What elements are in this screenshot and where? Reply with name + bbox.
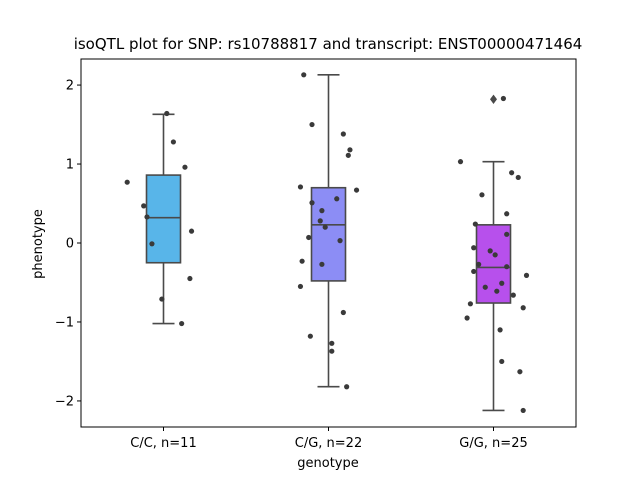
box-group-2 — [310, 73, 347, 388]
data-point — [499, 358, 505, 365]
data-point — [187, 275, 193, 282]
data-point — [337, 238, 343, 244]
data-point — [124, 179, 130, 185]
data-point — [497, 327, 503, 333]
data-point — [344, 384, 350, 390]
x-tick-label: G/G, n=25 — [459, 436, 527, 451]
data-point — [329, 348, 335, 354]
data-point — [329, 340, 335, 346]
strip-points-3 — [457, 95, 530, 414]
strip-points-2 — [297, 72, 360, 390]
data-point — [515, 174, 521, 181]
data-point — [499, 280, 505, 286]
data-point — [309, 200, 315, 206]
data-point — [476, 261, 482, 267]
data-point — [482, 284, 488, 290]
data-point — [472, 221, 478, 227]
data-point — [322, 224, 328, 230]
data-point — [353, 187, 360, 193]
data-point — [523, 272, 530, 278]
data-point — [504, 231, 510, 237]
data-point — [510, 292, 516, 298]
y-axis-label: phenotype — [31, 209, 46, 279]
data-point — [188, 228, 195, 234]
data-point — [467, 301, 473, 307]
x-tick-label: C/C, n=11 — [130, 436, 196, 451]
data-point — [170, 139, 176, 145]
data-point — [520, 407, 526, 414]
data-point — [520, 305, 526, 311]
data-point — [182, 164, 188, 170]
data-point — [500, 95, 506, 102]
data-point — [340, 309, 346, 316]
outlier-marker — [490, 94, 497, 104]
data-point — [144, 214, 150, 220]
data-point — [149, 241, 155, 247]
data-point — [319, 261, 325, 267]
y-tick-label: 2 — [66, 79, 74, 94]
axes: −2 −1 0 1 2 C/C, n=11 C/G, n=22 G/G, n=25 — [55, 58, 577, 451]
x-axis-label: genotype — [297, 456, 358, 471]
data-point — [504, 211, 510, 217]
y-tick-label: −2 — [55, 394, 74, 409]
data-point — [307, 333, 313, 339]
data-point — [297, 184, 304, 190]
y-tick-label: 0 — [66, 237, 74, 252]
x-tick-label: C/G, n=22 — [295, 436, 362, 451]
data-point — [297, 283, 304, 290]
plot-area — [124, 72, 530, 414]
data-point — [457, 159, 464, 165]
iqr-box — [310, 186, 347, 282]
data-point — [317, 218, 323, 224]
data-point — [504, 264, 510, 270]
data-point — [301, 72, 307, 78]
iqr-box — [145, 174, 182, 264]
data-point — [141, 203, 147, 209]
y-tick-label: −1 — [55, 315, 74, 330]
data-point — [340, 131, 346, 137]
data-point — [334, 196, 340, 202]
data-point — [517, 369, 523, 375]
data-point — [164, 110, 170, 117]
data-point — [464, 315, 470, 321]
data-point — [299, 258, 305, 264]
data-point — [159, 296, 165, 302]
strip-points-1 — [124, 110, 195, 327]
data-point — [347, 147, 353, 153]
data-point — [306, 234, 312, 241]
data-point — [509, 170, 515, 176]
data-point — [471, 245, 477, 251]
data-point — [179, 320, 185, 327]
chart-title: isoQTL plot for SNP: rs10788817 and tran… — [74, 35, 583, 53]
y-tick-label: 1 — [66, 158, 74, 173]
data-point — [487, 248, 493, 254]
data-point — [345, 152, 351, 158]
data-point — [479, 192, 485, 198]
data-point — [471, 268, 477, 275]
data-point — [492, 252, 498, 258]
data-point — [494, 288, 500, 294]
data-point — [309, 121, 315, 128]
data-point — [319, 208, 325, 214]
